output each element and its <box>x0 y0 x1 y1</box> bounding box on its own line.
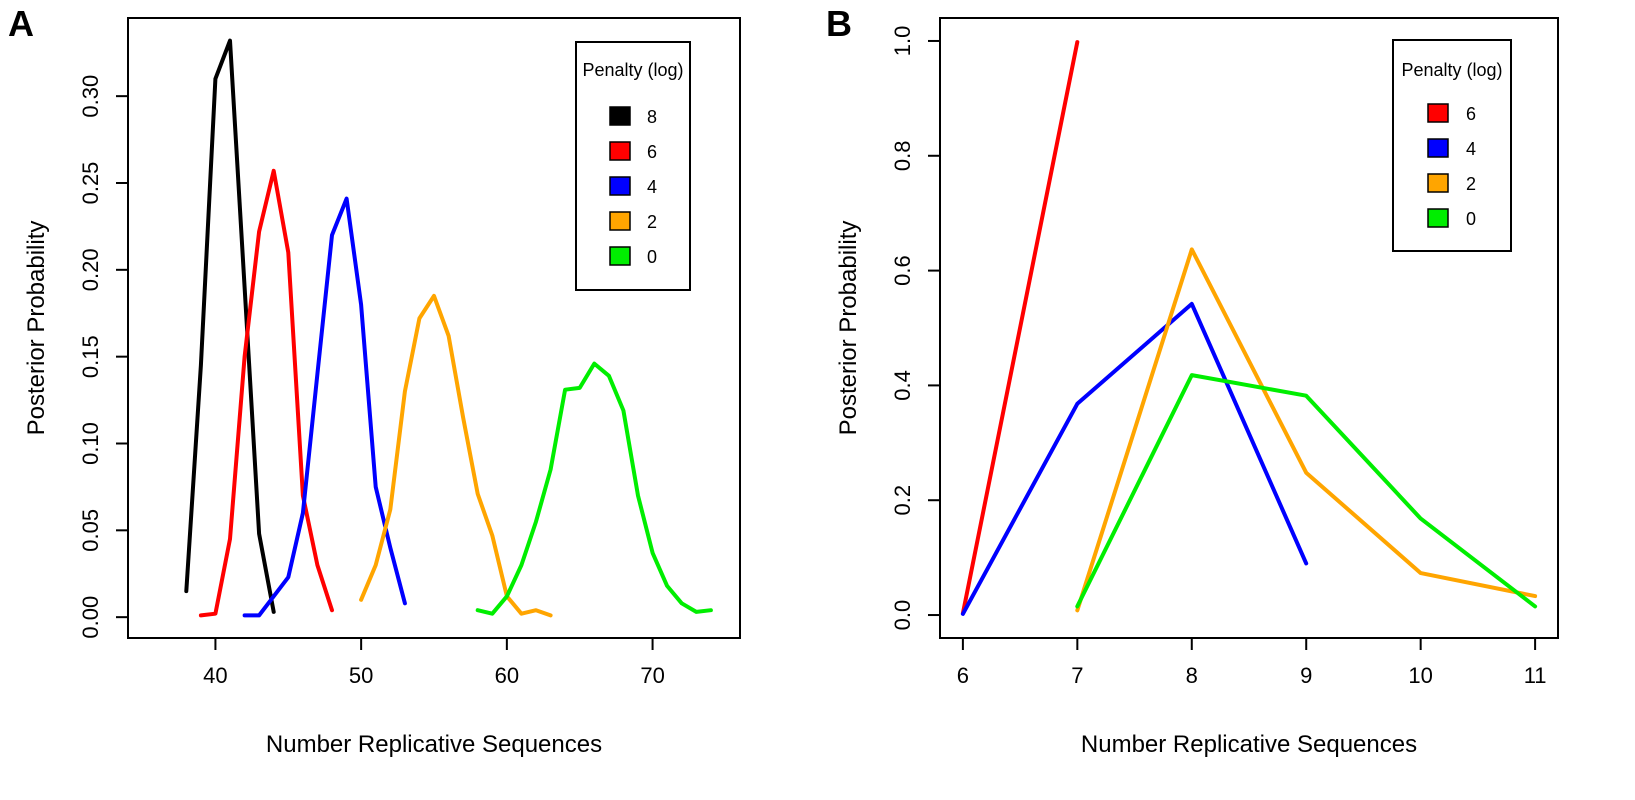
panel-letter: B <box>826 3 852 44</box>
plot-frame <box>127 17 741 639</box>
series-group <box>960 40 1538 616</box>
legend-swatch-penalty-6 <box>609 141 631 161</box>
x-axis-title: Number Replicative Sequences <box>1081 731 1417 758</box>
y-tick-label: 0.8 <box>890 140 915 171</box>
x-tick-label: 7 <box>1071 663 1083 688</box>
y-tick-label: 0.25 <box>78 162 103 205</box>
legend: Penalty (log) 6 4 2 0 <box>1392 39 1512 252</box>
x-tick-label: 70 <box>640 663 664 688</box>
x-tick-label: 50 <box>349 663 373 688</box>
legend-swatch-penalty-0 <box>1427 208 1449 228</box>
legend-swatch-penalty-6 <box>1427 103 1449 123</box>
y-tick-label: 0.05 <box>78 509 103 552</box>
y-tick-label: 0.00 <box>78 596 103 639</box>
y-tick-label: 0.30 <box>78 75 103 118</box>
y-axis-title: Posterior Probability <box>23 221 50 436</box>
legend-title: Penalty (log) <box>582 60 683 80</box>
panel-a: A40 50 60 700.000.050.100.150.200.250.30Num… <box>8 3 741 758</box>
series-line-penalty-8 <box>184 38 276 614</box>
legend-swatch-penalty-2 <box>1427 173 1449 193</box>
legend-label-penalty-4: 4 <box>647 177 657 197</box>
x-axis-title: Number Replicative Sequences <box>266 731 602 758</box>
series-line-penalty-6 <box>960 40 1080 616</box>
series-line-penalty-0 <box>475 361 713 616</box>
legend: Penalty (log) 8 6 4 2 0 <box>575 41 691 291</box>
legend-label-penalty-0: 0 <box>647 247 657 267</box>
legend-swatch-penalty-4 <box>1427 138 1449 158</box>
x-tick-label: 10 <box>1408 663 1432 688</box>
x-tick-label: 40 <box>203 663 227 688</box>
y-axis: 0.0 0.2 0.4 0.6 0.8 1.0 <box>890 26 940 631</box>
legend-box <box>575 41 691 291</box>
series-line-penalty-6 <box>198 168 334 618</box>
legend-label-penalty-2: 2 <box>1466 174 1476 194</box>
series-line-penalty-4 <box>242 196 407 618</box>
legend-label-penalty-4: 4 <box>1466 139 1476 159</box>
panel-b: B 6 7 8 9 10 11 0.0 0.2 0.4 0.6 0.8 1.0 Number Replic… <box>826 3 1559 758</box>
x-axis: 40 50 60 70 <box>203 638 665 688</box>
y-axis-title: Posterior Probability <box>835 221 862 436</box>
series-line-penalty-2 <box>359 293 553 618</box>
x-tick-label: 8 <box>1186 663 1198 688</box>
y-tick-label: 0.6 <box>890 255 915 286</box>
y-tick-label: 0.15 <box>78 335 103 378</box>
legend-swatch-penalty-4 <box>609 176 631 196</box>
plot-frame <box>939 17 1559 639</box>
x-tick-label: 6 <box>957 663 969 688</box>
series-line-penalty-0 <box>1075 373 1538 609</box>
series-line-penalty-4 <box>960 301 1309 616</box>
legend-swatch-penalty-2 <box>609 211 631 231</box>
x-tick-label: 60 <box>495 663 519 688</box>
x-tick-label: 9 <box>1300 663 1312 688</box>
legend-label-penalty-6: 6 <box>1466 104 1476 124</box>
y-tick-label: 0.0 <box>890 600 915 631</box>
series-line-penalty-2 <box>1075 247 1538 613</box>
legend-box <box>1392 39 1512 252</box>
y-tick-label: 0.10 <box>78 422 103 465</box>
legend-swatch-penalty-0 <box>609 246 631 266</box>
legend-swatch-penalty-8 <box>609 106 631 126</box>
y-tick-label: 0.4 <box>890 370 915 401</box>
y-axis: 0.00 0.05 0.10 0.15 0.20 0.25 0.30 <box>78 75 128 639</box>
legend-label-penalty-0: 0 <box>1466 209 1476 229</box>
legend-label-penalty-6: 6 <box>647 142 657 162</box>
series-group <box>184 38 713 618</box>
legend-title: Penalty (log) <box>1401 60 1502 80</box>
x-axis: 6 7 8 9 10 11 <box>957 638 1547 688</box>
legend-label-penalty-8: 8 <box>647 107 657 127</box>
panel-letter: A <box>8 3 34 44</box>
y-tick-label: 0.20 <box>78 248 103 291</box>
x-tick-label: 11 <box>1524 663 1547 688</box>
y-tick-label: 1.0 <box>890 26 915 57</box>
legend-label-penalty-2: 2 <box>647 212 657 232</box>
y-tick-label: 0.2 <box>890 485 915 516</box>
